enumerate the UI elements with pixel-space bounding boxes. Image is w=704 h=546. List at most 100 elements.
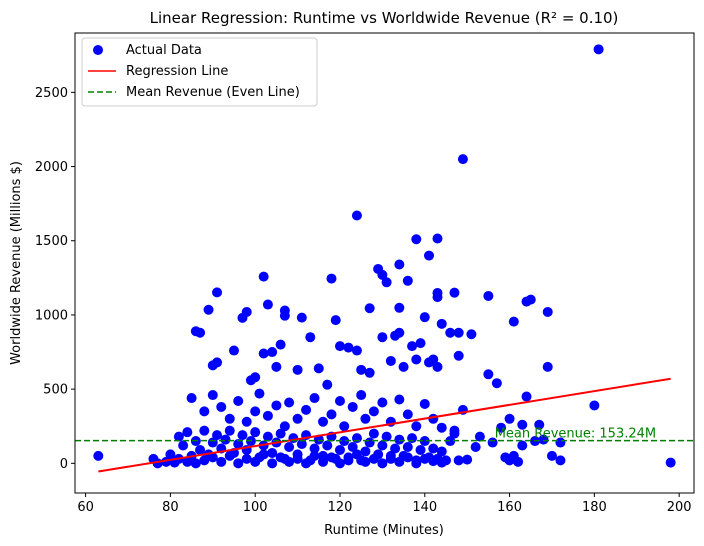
data-point: [351, 449, 362, 460]
data-point: [212, 430, 223, 441]
data-point: [496, 422, 507, 433]
data-point: [411, 458, 422, 469]
data-point: [377, 397, 388, 408]
data-point: [309, 443, 320, 454]
data-point: [224, 413, 235, 424]
data-point: [432, 361, 443, 372]
data-point: [449, 428, 460, 439]
data-point: [360, 446, 371, 457]
data-point: [343, 455, 354, 466]
data-point: [402, 442, 413, 452]
data-point: [279, 421, 290, 432]
data-point: [207, 390, 218, 401]
data-point: [343, 342, 354, 353]
data-point: [186, 393, 197, 404]
data-point: [262, 299, 273, 310]
data-point: [165, 449, 176, 460]
data-point: [542, 361, 553, 372]
data-point: [424, 357, 435, 368]
data-point: [445, 436, 456, 447]
data-point: [385, 450, 396, 461]
data-point: [453, 327, 464, 338]
data-point: [394, 259, 405, 270]
data-point: [504, 413, 515, 424]
data-point: [237, 430, 248, 441]
data-point: [555, 455, 566, 466]
data-point: [326, 452, 337, 463]
data-point: [445, 327, 456, 338]
data-point: [203, 304, 214, 315]
data-point: [334, 396, 345, 406]
data-point: [250, 427, 261, 438]
data-point: [207, 452, 218, 463]
data-point: [309, 393, 320, 404]
data-point: [173, 431, 184, 442]
data-point: [267, 347, 278, 358]
plot-marks: Mean Revenue: 153.24M: [75, 44, 694, 473]
data-point: [326, 273, 337, 284]
data-point: [301, 404, 312, 415]
data-point: [216, 401, 227, 412]
data-point: [271, 361, 282, 372]
data-point: [233, 439, 244, 450]
legend-label-actual-data: Actual Data: [126, 43, 202, 58]
data-point: [402, 409, 413, 420]
data-point: [224, 450, 235, 461]
data-point: [381, 277, 392, 288]
data-point: [402, 275, 413, 286]
data-point: [326, 409, 337, 420]
data-point: [275, 428, 286, 439]
data-point: [237, 312, 248, 323]
legend: Actual Data Regression Line Mean Revenue…: [81, 37, 318, 107]
data-point: [449, 287, 460, 298]
x-tick-label: 200: [667, 500, 692, 515]
data-point: [360, 413, 371, 424]
data-point: [356, 364, 367, 375]
data-point: [394, 302, 405, 313]
data-point: [292, 453, 303, 464]
data-point: [377, 458, 388, 469]
data-point: [407, 433, 418, 444]
plot-frame: [74, 32, 695, 494]
y-axis-label: Worldwide Revenue (Millions $): [9, 161, 24, 365]
y-tick-label: 1000: [35, 308, 68, 323]
data-point: [347, 401, 358, 412]
x-tick-label: 100: [243, 500, 268, 515]
data-point: [258, 449, 269, 460]
data-point: [233, 396, 244, 406]
data-point: [390, 443, 401, 454]
data-point: [284, 397, 295, 408]
x-tick-label: 60: [77, 500, 94, 515]
data-point: [513, 456, 524, 467]
data-point: [250, 406, 261, 417]
data-point: [483, 290, 494, 301]
data-point: [398, 361, 409, 372]
data-point: [394, 456, 405, 467]
data-point: [364, 437, 375, 448]
data-point: [377, 269, 388, 280]
data-point: [233, 458, 244, 469]
data-point: [453, 455, 464, 466]
data-point: [432, 233, 443, 244]
data-point: [419, 312, 430, 323]
data-point: [330, 315, 341, 326]
data-point: [322, 379, 333, 390]
y-tick-label: 2500: [35, 86, 68, 101]
data-point: [385, 355, 396, 366]
legend-marker-actual-data: [93, 45, 103, 55]
data-point: [419, 436, 430, 447]
data-point: [457, 154, 468, 165]
data-point: [665, 457, 676, 468]
legend-label-regression-line: Regression Line: [126, 64, 228, 79]
data-point: [322, 440, 333, 451]
data-point: [368, 406, 379, 417]
data-point: [288, 433, 299, 444]
data-point: [216, 456, 227, 467]
x-axis-label: Runtime (Minutes): [324, 523, 444, 538]
data-point: [407, 341, 418, 352]
x-tick-label: 160: [497, 500, 522, 515]
mean-revenue-annotation: Mean Revenue: 153.24M: [495, 426, 656, 441]
data-point: [394, 394, 405, 405]
x-tick-label: 80: [162, 500, 179, 515]
